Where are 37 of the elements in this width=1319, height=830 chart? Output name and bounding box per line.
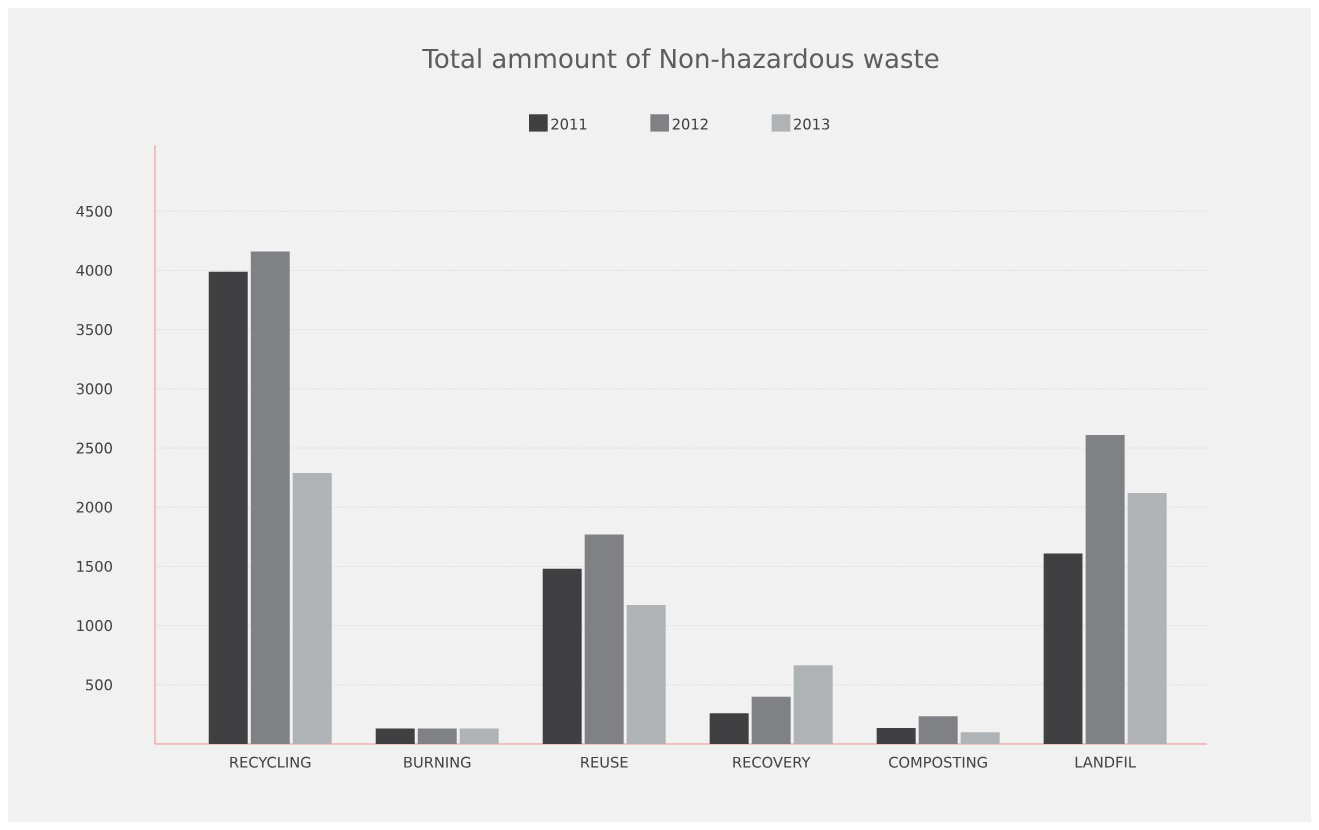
bar bbox=[292, 472, 332, 744]
x-tick-label: LANDFIL bbox=[1075, 756, 1136, 768]
y-tick-label: 3000 bbox=[76, 383, 112, 395]
bar bbox=[918, 716, 958, 744]
x-tick-label: COMPOSTING bbox=[889, 756, 987, 768]
y-tick-label: 1000 bbox=[77, 620, 112, 632]
bar bbox=[1043, 553, 1083, 744]
y-tick-label: 3500 bbox=[76, 324, 112, 336]
bar bbox=[793, 665, 833, 744]
bar bbox=[542, 568, 582, 744]
bar bbox=[1127, 493, 1167, 744]
bar bbox=[960, 732, 1000, 744]
x-tick-label: REUSE bbox=[581, 756, 628, 768]
bar bbox=[417, 728, 457, 744]
legend-label: 2011 bbox=[551, 118, 587, 130]
bar bbox=[751, 696, 791, 744]
y-tick-label: 2500 bbox=[76, 442, 112, 454]
bar bbox=[375, 728, 415, 744]
bar bbox=[876, 728, 916, 744]
bar bbox=[584, 534, 624, 744]
y-tick-label: 1500 bbox=[77, 560, 112, 572]
x-tick-label: BURNING bbox=[404, 756, 471, 768]
y-tick-label: 4000 bbox=[76, 264, 112, 277]
bar bbox=[250, 251, 290, 744]
x-tick-label: RECOVERY bbox=[733, 756, 811, 768]
y-tick-label: 500 bbox=[86, 679, 112, 691]
chart-title: Total ammount of Non-hazardous waste bbox=[422, 48, 939, 69]
bar bbox=[1085, 435, 1125, 744]
x-tick-label: RECYCLING bbox=[230, 756, 311, 768]
bar bbox=[459, 728, 499, 744]
bar bbox=[208, 271, 248, 744]
legend-label: 2012 bbox=[672, 118, 708, 130]
y-tick-label: 4500 bbox=[76, 205, 112, 217]
y-tick-label: 2000 bbox=[76, 501, 112, 513]
bar bbox=[709, 713, 749, 744]
legend-label: 2013 bbox=[794, 118, 830, 130]
bar bbox=[626, 604, 666, 744]
